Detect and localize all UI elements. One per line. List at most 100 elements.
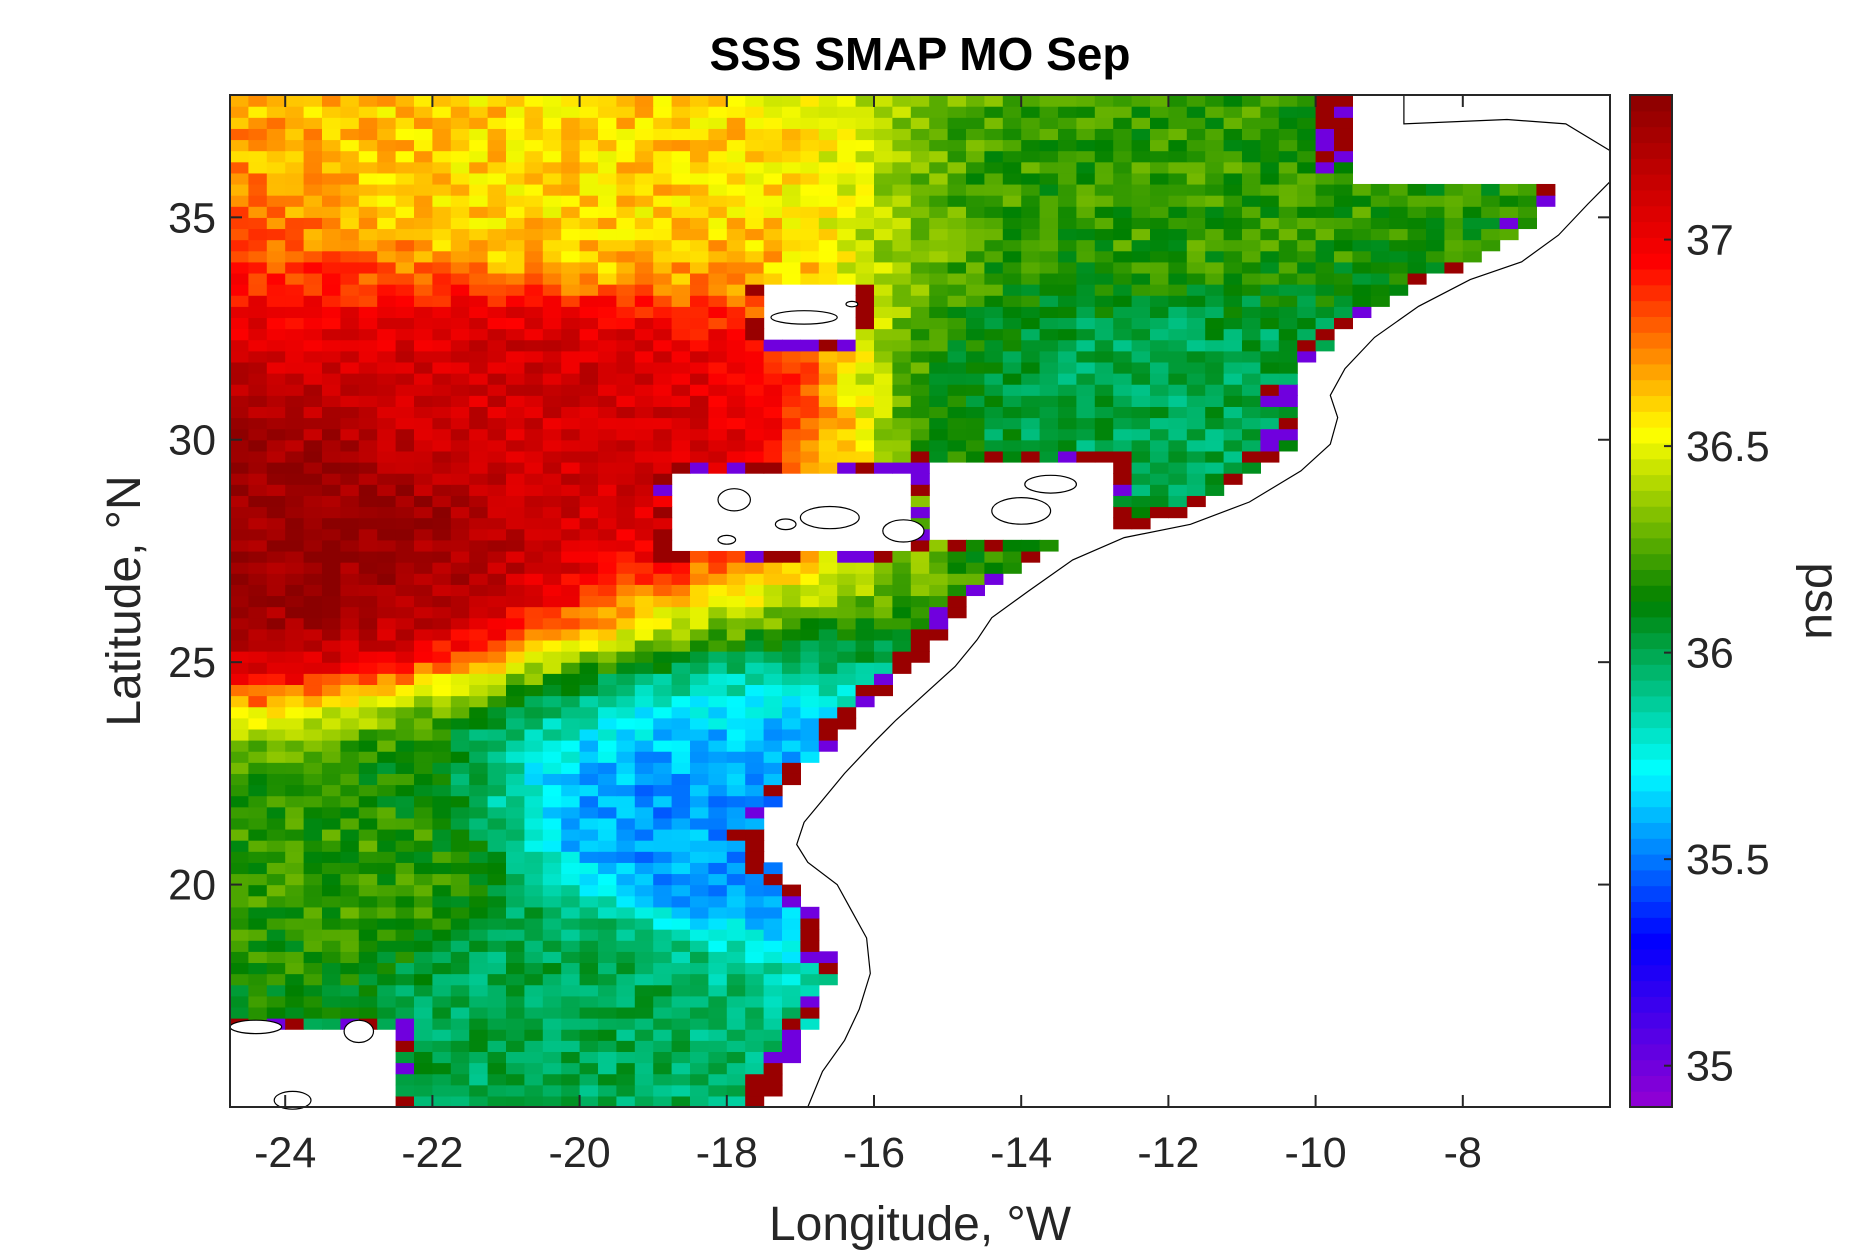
heatmap-cell	[450, 217, 470, 230]
heatmap-cell	[230, 295, 249, 307]
heatmap-cell	[432, 728, 452, 741]
heatmap-cell	[303, 873, 323, 886]
heatmap-cell	[726, 828, 746, 841]
heatmap-cell	[487, 261, 507, 274]
heatmap-cell	[506, 439, 525, 452]
heatmap-cell	[1223, 284, 1243, 296]
heatmap-cell	[414, 484, 433, 496]
heatmap-cell	[966, 206, 985, 218]
heatmap-cell	[506, 840, 525, 852]
heatmap-cell	[542, 128, 562, 141]
heatmap-cell	[598, 1006, 617, 1019]
heatmap-cell	[506, 550, 525, 563]
heatmap-cell	[1278, 272, 1298, 285]
heatmap-cell	[874, 662, 893, 674]
heatmap-cell	[782, 206, 801, 218]
heatmap-cell	[450, 139, 470, 152]
heatmap-cell	[266, 862, 286, 875]
heatmap-cell	[671, 350, 691, 363]
heatmap-cell	[450, 428, 470, 441]
heatmap-cell	[782, 417, 801, 430]
heatmap-cell	[561, 806, 581, 819]
heatmap-cell	[248, 984, 268, 997]
heatmap-cell	[984, 328, 1004, 341]
heatmap-cell	[506, 339, 525, 352]
heatmap-cell	[782, 929, 801, 941]
heatmap-cell	[285, 662, 305, 674]
heatmap-cell	[561, 1084, 581, 1097]
heatmap-cell	[303, 862, 323, 875]
heatmap-cell	[634, 461, 654, 474]
heatmap-cell	[524, 1073, 544, 1086]
heatmap-cell	[230, 662, 249, 674]
heatmap-cell	[818, 550, 838, 563]
heatmap-cell	[1370, 250, 1390, 263]
heatmap-cell	[248, 751, 268, 763]
heatmap-cell	[782, 461, 801, 474]
heatmap-cell	[469, 617, 489, 630]
heatmap-cell	[322, 95, 341, 107]
heatmap-cell	[469, 106, 489, 118]
colorbar-segment	[1630, 616, 1672, 634]
heatmap-cell	[561, 984, 581, 997]
heatmap-cell	[671, 195, 691, 207]
heatmap-cell	[266, 317, 286, 330]
heatmap-cell	[892, 461, 912, 474]
heatmap-cell	[947, 317, 967, 330]
heatmap-cell	[542, 228, 562, 241]
heatmap-cell	[432, 1084, 452, 1097]
heatmap-cell	[487, 139, 507, 152]
heatmap-cell	[745, 573, 765, 585]
heatmap-cell	[487, 461, 507, 474]
heatmap-cell	[874, 272, 893, 285]
heatmap-cell	[782, 728, 801, 741]
heatmap-cell	[910, 128, 930, 141]
heatmap-cell	[524, 461, 544, 474]
heatmap-cell	[874, 439, 893, 452]
heatmap-cell	[1223, 117, 1243, 129]
heatmap-cell	[506, 617, 525, 630]
heatmap-cell	[303, 150, 323, 163]
heatmap-cell	[432, 573, 452, 585]
heatmap-cell	[303, 917, 323, 930]
heatmap-cell	[1021, 317, 1041, 330]
heatmap-cell	[248, 150, 268, 163]
heatmap-cell	[1168, 195, 1188, 207]
heatmap-cell	[1021, 328, 1041, 341]
heatmap-cell	[855, 439, 875, 452]
heatmap-cell	[340, 406, 360, 419]
heatmap-cell	[984, 339, 1004, 352]
heatmap-cell	[726, 773, 746, 786]
heatmap-cell	[266, 917, 286, 930]
heatmap-cell	[432, 395, 452, 407]
heatmap-cell	[1223, 450, 1243, 463]
heatmap-cell	[1186, 361, 1206, 374]
heatmap-cell	[947, 406, 967, 419]
heatmap-cell	[414, 461, 433, 474]
heatmap-cell	[230, 261, 249, 274]
heatmap-cell	[1278, 239, 1298, 252]
heatmap-cell	[524, 773, 544, 786]
heatmap-cell	[230, 473, 249, 485]
heatmap-cell	[561, 417, 581, 430]
heatmap-cell	[395, 328, 415, 341]
heatmap-cell	[303, 117, 323, 129]
heatmap-cell	[469, 1040, 489, 1052]
heatmap-cell	[966, 128, 985, 141]
heatmap-cell	[1094, 328, 1114, 341]
heatmap-cell	[1131, 339, 1151, 352]
heatmap-cell	[1278, 339, 1298, 352]
heatmap-cell	[285, 361, 305, 374]
heatmap-cell	[708, 461, 728, 474]
island-outline	[717, 488, 752, 512]
heatmap-cell	[966, 384, 985, 396]
heatmap-cell	[1168, 395, 1188, 407]
heatmap-cell	[579, 984, 599, 997]
heatmap-cell	[542, 728, 562, 741]
heatmap-cell	[506, 395, 525, 407]
heatmap-cell	[966, 172, 985, 185]
heatmap-cell	[874, 673, 893, 686]
heatmap-cell	[487, 929, 507, 941]
heatmap-cell	[616, 506, 636, 519]
heatmap-cell	[340, 473, 360, 485]
